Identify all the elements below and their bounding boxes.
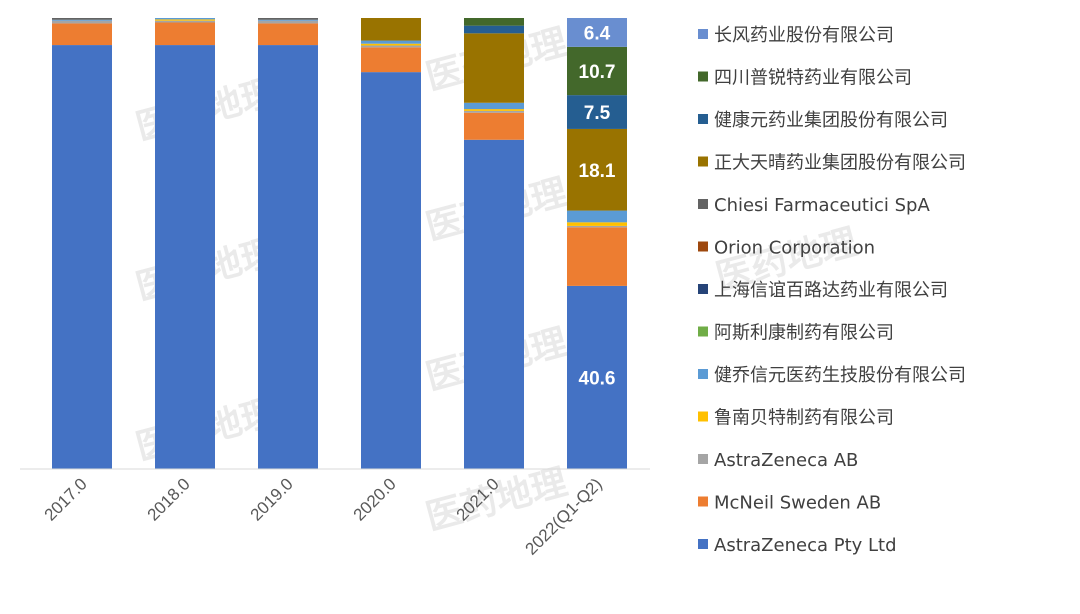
bars-layer	[52, 18, 627, 470]
bar-segment-1-4	[155, 18, 215, 20]
bar-segment-2-2	[258, 20, 318, 24]
data-label-5-12: 6.4	[584, 23, 611, 44]
data-label-5-9: 18.1	[579, 161, 616, 182]
legend: 长风药业股份有限公司四川普锐特药业有限公司健康元药业集团股份有限公司正大天晴药业…	[698, 25, 966, 556]
data-label-5-11: 10.7	[579, 62, 616, 83]
legend-item-label: 健乔信元医药生技股份有限公司	[714, 365, 966, 386]
bar-segment-1-2	[155, 20, 215, 23]
bar-segment-2-0	[258, 45, 318, 470]
legend-swatch	[698, 496, 708, 507]
bar-segment-0-1	[52, 23, 112, 46]
bar-segment-5-12	[567, 18, 627, 47]
x-tick-label: 2020.0	[350, 474, 400, 524]
legend-swatch	[698, 114, 708, 124]
legend-swatch	[698, 369, 708, 379]
bar-segment-1-3	[155, 19, 215, 21]
legend-swatch	[698, 411, 708, 422]
bar-segment-3-1	[361, 47, 421, 73]
bar-segment-3-9	[361, 18, 421, 41]
legend-item-label: 阿斯利康制药有限公司	[714, 323, 894, 344]
bar-segment-0-2	[52, 20, 112, 24]
legend-swatch	[698, 454, 708, 464]
legend-swatch	[698, 284, 708, 294]
legend-swatch	[698, 71, 708, 82]
bar-segment-4-2	[464, 110, 524, 113]
bar-segment-4-1	[464, 112, 524, 140]
bar-segment-4-10	[464, 25, 524, 34]
bar-segment-5-1	[567, 227, 627, 286]
legend-item-label: 鲁南贝特制药有限公司	[714, 408, 894, 429]
bar-segment-3-3	[361, 43, 421, 46]
bar-segment-0-4	[52, 19, 112, 21]
legend-item-label: 长风药业股份有限公司	[714, 25, 894, 46]
x-tick-label: 2017.0	[41, 474, 91, 524]
x-tick-label: 2019.0	[247, 474, 297, 524]
bar-segment-3-2	[361, 45, 421, 48]
legend-swatch	[698, 29, 708, 39]
data-label-5-10: 7.5	[584, 103, 611, 124]
bar-segment-5-3	[567, 222, 627, 226]
bar-segment-5-10	[567, 95, 627, 129]
x-tick-label: 2018.0	[144, 474, 194, 524]
data-label-5-0: 40.6	[579, 368, 616, 389]
bar-segment-0-0	[52, 45, 112, 470]
legend-swatch	[698, 326, 708, 337]
bar-segment-5-4	[567, 210, 627, 223]
legend-item-label: 健康元药业集团股份有限公司	[714, 110, 948, 131]
legend-item-label: 上海信谊百路达药业有限公司	[714, 280, 948, 301]
data-labels-layer: 40.6 18.1 7.5 10.7 6.4	[579, 23, 616, 389]
bar-segment-4-3	[464, 109, 524, 111]
legend-swatch	[698, 156, 708, 167]
bar-segment-4-11	[464, 18, 524, 26]
legend-item-label: AstraZeneca Pty Ltd	[714, 535, 897, 556]
legend-item-label: Orion Corporation	[714, 238, 875, 259]
legend-item-label: 四川普锐特药业有限公司	[714, 68, 912, 89]
bar-segment-5-11	[567, 46, 627, 96]
bar-segment-1-0	[155, 45, 215, 470]
bar-segment-4-0	[464, 139, 524, 469]
legend-item-label: Chiesi Farmaceutici SpA	[714, 195, 930, 216]
legend-item-label: AstraZeneca AB	[714, 450, 858, 471]
bar-segment-3-4	[361, 40, 421, 44]
legend-swatch	[698, 199, 708, 209]
bar-segment-3-0	[361, 72, 421, 470]
legend-swatch	[698, 241, 708, 252]
bar-segment-5-0	[567, 285, 627, 469]
bar-segment-2-1	[258, 23, 318, 46]
bar-segment-5-9	[567, 128, 627, 211]
bar-segment-5-2	[567, 225, 627, 228]
bar-segment-4-9	[464, 33, 524, 103]
legend-swatch	[698, 539, 708, 549]
bar-segment-0-8	[52, 18, 112, 20]
bar-segment-2-8	[258, 18, 318, 20]
legend-item-label: McNeil Sweden AB	[714, 493, 881, 514]
bar-segment-2-4	[258, 19, 318, 21]
legend-item-label: 正大天晴药业集团股份有限公司	[714, 153, 966, 174]
bar-segment-1-1	[155, 22, 215, 46]
bar-segment-4-4	[464, 102, 524, 110]
